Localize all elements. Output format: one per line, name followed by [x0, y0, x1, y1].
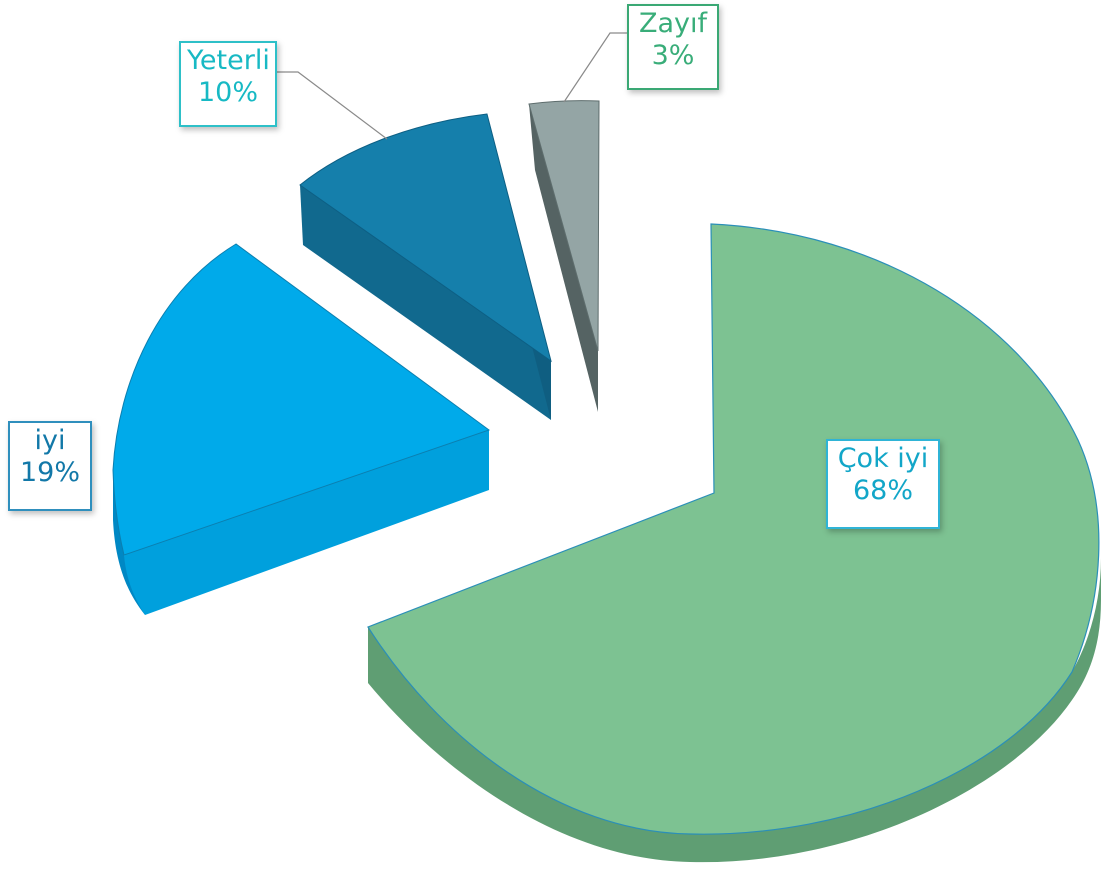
leader-line-zayif — [563, 32, 627, 103]
slice-zayif-side — [529, 104, 598, 412]
slice-yeterli-left-side — [300, 185, 551, 420]
data-label-iyi-value: 19% — [19, 456, 80, 488]
slice-cok-iyi-top — [367, 223, 1100, 835]
data-label-zayif: Zayıf 3% — [627, 4, 719, 90]
slice-iyi — [112, 243, 491, 615]
data-label-cok-iyi: Çok iyi 68% — [826, 439, 940, 529]
slice-yeterli-top — [299, 113, 552, 363]
data-label-iyi: iyi 19% — [8, 421, 92, 511]
data-label-yeterli-value: 10% — [197, 76, 258, 108]
data-label-cok-iyi-value: 68% — [852, 474, 913, 506]
slice-iyi-front-side — [124, 430, 489, 615]
slice-iyi-outer-side — [113, 470, 145, 615]
slice-cok-iyi — [367, 223, 1101, 863]
slice-iyi-top — [112, 243, 491, 556]
data-label-zayif-value: 3% — [651, 39, 695, 71]
slice-zayif — [528, 100, 600, 412]
data-label-zayif-name: Zayıf — [638, 8, 708, 39]
slice-zayif-top — [528, 100, 600, 352]
data-label-yeterli-name: Yeterli — [187, 45, 270, 76]
data-label-cok-iyi-name: Çok iyi — [837, 443, 929, 474]
data-label-iyi-name: iyi — [34, 425, 66, 456]
data-label-yeterli: Yeterli 10% — [179, 41, 277, 127]
slice-yeterli — [299, 113, 552, 420]
leader-line-yeterli — [277, 71, 388, 140]
